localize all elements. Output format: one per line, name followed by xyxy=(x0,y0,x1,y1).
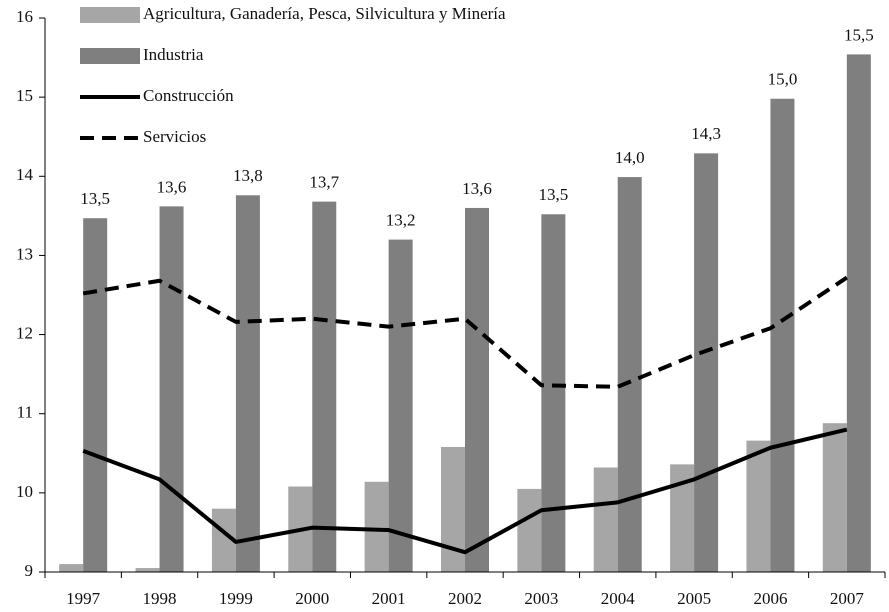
x-tick-label: 1998 xyxy=(143,589,177,608)
value-label: 13,7 xyxy=(309,173,339,192)
line-series xyxy=(82,427,848,555)
y-tick-label: 14 xyxy=(16,165,34,184)
bar xyxy=(83,218,108,572)
y-tick-label: 11 xyxy=(17,403,33,422)
y-tick-label: 15 xyxy=(16,86,33,105)
legend-label: Agricultura, Ganadería, Pesca, Silvicult… xyxy=(143,4,506,23)
value-label: 14,3 xyxy=(691,124,721,143)
bar xyxy=(593,467,618,572)
x-tick-label: 1999 xyxy=(219,589,253,608)
legend-swatch xyxy=(80,7,140,23)
x-tick-label: 2006 xyxy=(753,589,787,608)
bar xyxy=(465,207,489,572)
y-tick-label: 10 xyxy=(16,482,33,501)
legend-label: Industria xyxy=(143,45,204,64)
x-tick-label: 2000 xyxy=(295,589,329,608)
value-label: 15,0 xyxy=(768,70,798,89)
bar xyxy=(235,195,260,572)
bar xyxy=(517,488,542,572)
value-label: 13,2 xyxy=(386,211,416,230)
x-tick-label: 2002 xyxy=(448,589,482,608)
y-tick-label: 9 xyxy=(25,561,34,580)
legend-label: Servicios xyxy=(143,127,206,146)
bar xyxy=(59,564,84,572)
value-label: 13,8 xyxy=(233,166,263,185)
x-tick-label: 2004 xyxy=(601,589,636,608)
y-tick-label: 16 xyxy=(16,7,33,26)
value-label: 14,0 xyxy=(615,148,645,167)
y-tick-label: 12 xyxy=(16,323,33,342)
y-tick-label: 13 xyxy=(16,244,33,263)
bar xyxy=(135,568,160,572)
line-series xyxy=(82,275,848,389)
x-tick-label: 2001 xyxy=(372,589,406,608)
x-tick-label: 2007 xyxy=(830,589,865,608)
bar xyxy=(822,423,847,572)
bar xyxy=(541,214,566,572)
value-label: 13,5 xyxy=(538,185,568,204)
value-label: 15,5 xyxy=(844,25,874,44)
bar xyxy=(746,440,771,572)
bar xyxy=(312,201,337,572)
legend-swatch xyxy=(80,48,140,64)
bar xyxy=(617,177,642,572)
x-tick-label: 2003 xyxy=(524,589,558,608)
bar xyxy=(364,481,389,572)
legend-label: Construcción xyxy=(143,86,234,105)
x-tick-label: 1997 xyxy=(66,589,101,608)
bar xyxy=(770,98,795,573)
value-label: 13,6 xyxy=(157,177,187,196)
bar xyxy=(694,153,719,572)
bar xyxy=(388,239,413,572)
value-label: 13,6 xyxy=(462,179,492,198)
x-tick-label: 2005 xyxy=(677,589,711,608)
value-label: 13,5 xyxy=(80,189,110,208)
bar xyxy=(159,206,184,573)
bar xyxy=(846,54,871,573)
